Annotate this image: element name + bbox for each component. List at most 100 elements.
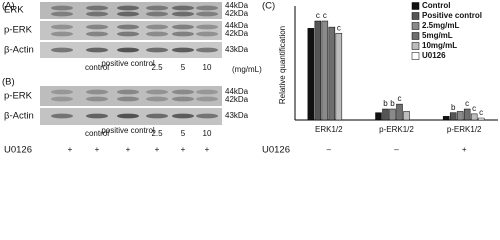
legend-swatch (411, 2, 420, 10)
band (146, 89, 168, 95)
bar (456, 111, 464, 121)
band (51, 113, 73, 119)
blot-strip (40, 2, 222, 19)
band (172, 47, 194, 53)
legend-label: 2.5mg/mL (422, 21, 459, 30)
row-label: β-Actin (4, 45, 34, 56)
row-label: p-ERK (4, 25, 33, 36)
band (117, 47, 139, 53)
lane-label: 2.5 (151, 129, 163, 138)
bar (321, 20, 329, 121)
bar (307, 28, 315, 121)
band (86, 89, 108, 95)
lane-label: control (85, 129, 109, 138)
band (196, 31, 218, 37)
band (196, 89, 218, 95)
treatment-label: U0126 (4, 145, 32, 156)
kda-label: 44kDa (225, 21, 249, 30)
band (86, 5, 108, 11)
treatment-sign: + (68, 145, 73, 154)
legend-swatch (411, 12, 420, 20)
band (196, 47, 218, 53)
band (146, 113, 168, 119)
significance-letter: c (465, 99, 469, 108)
treatment-label: U0126 (262, 145, 290, 156)
lane-label: 5 (181, 63, 186, 72)
significance-letter: c (398, 94, 402, 103)
x-tick-label: p-ERK1/2 (379, 125, 414, 134)
band (172, 113, 194, 119)
legend-swatch (411, 32, 420, 40)
bar (382, 108, 389, 121)
treatment-sign: + (95, 145, 100, 154)
legend-label: U0126 (422, 51, 446, 60)
band (86, 24, 108, 30)
bar (328, 26, 336, 121)
band (117, 31, 139, 37)
legend-label: 10mg/mL (422, 41, 457, 50)
lane-label: 10 (203, 63, 212, 72)
x-tick-label: p-ERK1/2 (447, 125, 482, 134)
significance-letter: b (390, 99, 395, 108)
bar (335, 32, 343, 121)
lane-label: 5 (181, 129, 186, 138)
band (86, 113, 108, 119)
legend-swatch (411, 42, 420, 50)
band (51, 5, 73, 11)
band (117, 113, 139, 119)
significance-letter: c (323, 11, 327, 20)
significance-letter: c (479, 108, 483, 117)
band (86, 11, 108, 17)
y-axis-label: Relative quantification (278, 26, 287, 104)
bar (389, 108, 396, 121)
band (196, 5, 218, 11)
legend-label: 5mg/mL (422, 31, 453, 40)
x-tick-label: ERK1/2 (315, 125, 343, 134)
treatment-sign: + (181, 145, 186, 154)
legend-label: Control (422, 1, 450, 10)
band (146, 24, 168, 30)
band (51, 89, 73, 95)
treatment-sign: + (462, 145, 467, 154)
band (146, 47, 168, 53)
lane-label: positive control (101, 59, 155, 68)
kda-label: 44kDa (225, 1, 249, 10)
kda-label: 42kDa (225, 95, 249, 104)
treatment-sign: – (394, 145, 399, 154)
row-label: β-Actin (4, 111, 34, 122)
band (51, 47, 73, 53)
band (196, 113, 218, 119)
treatment-sign: – (327, 145, 332, 154)
bar (403, 111, 410, 121)
figure: (A)ERKp-ERKβ-Actin44kDa42kDa44kDa42kDa43… (2, 1, 498, 156)
band (146, 5, 168, 11)
panel-label: (A) (2, 1, 15, 12)
row-label: p-ERK (4, 91, 33, 102)
band (172, 31, 194, 37)
band (172, 5, 194, 11)
band (172, 11, 194, 17)
band (146, 96, 168, 102)
treatment-sign: + (155, 145, 160, 154)
kda-label: 43kDa (225, 45, 249, 54)
band (51, 96, 73, 102)
band (196, 96, 218, 102)
band (86, 96, 108, 102)
band (117, 11, 139, 17)
panel-label: (C) (262, 1, 275, 12)
legend-swatch (411, 22, 420, 30)
band (86, 31, 108, 37)
bar (463, 108, 471, 121)
band (172, 24, 194, 30)
band (196, 11, 218, 17)
band (117, 24, 139, 30)
bar (375, 112, 382, 121)
kda-label: 42kDa (225, 29, 249, 38)
band (196, 24, 218, 30)
band (51, 24, 73, 30)
legend-label: Positive control (422, 11, 482, 20)
significance-letter: c (337, 23, 341, 32)
significance-letter: b (451, 103, 456, 112)
bar (396, 103, 403, 121)
band (51, 11, 73, 17)
